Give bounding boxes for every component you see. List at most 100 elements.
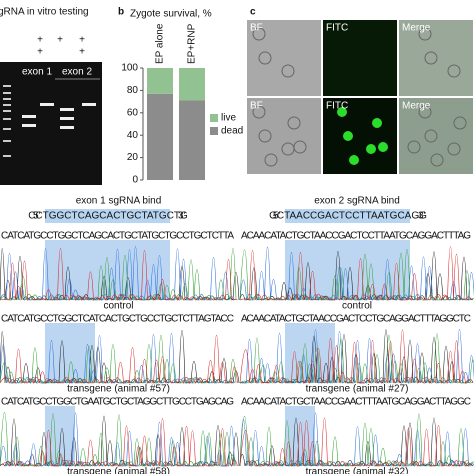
category-label: EP+RNP [187,23,198,64]
cell [281,64,295,78]
cell [418,105,432,119]
bar-segment [179,68,205,101]
trace-seq: CATCATGCCTGGCTCAGCACTGCTATGCTGCCTGCTCTTA [1,231,234,242]
trace [0,412,235,468]
trace [0,246,235,302]
trace [0,330,240,385]
micrograph [323,98,397,174]
trace-label: control [103,301,133,312]
plus-sign: + [57,35,63,46]
trace [0,334,237,385]
trace-label: transgene (animal #58) [67,467,170,474]
gel-band [82,103,96,106]
trace [239,333,474,385]
trace [239,329,472,385]
y-tick-label: 40 [127,130,139,141]
trace [0,412,237,468]
cell [430,153,444,167]
image-label: BF [250,23,263,34]
trace-label: transgene (animal #32) [306,467,409,474]
trace [0,333,235,385]
guide-box [285,209,410,223]
ladder-band [3,118,11,120]
ladder-band [3,85,11,87]
y-tick-label: 100 [121,63,138,74]
ladder-band [3,128,11,130]
cell [258,129,272,143]
panel-a-title: gRNA in vitro testing [0,7,89,18]
cell [366,144,376,154]
bar-segment [147,93,173,180]
trace-seq: CATCATGCCTGGCTGAATGCTGCTAGGCTTGCCTGAGCAG [1,397,234,408]
guide-seq: GCTAACCGACTCCTTAATGCAGG [269,211,427,222]
plus-sign: + [79,47,85,58]
category-label: EP alone [155,23,166,64]
image-label: BF [250,101,263,112]
cell [424,129,438,143]
trace [239,329,474,385]
guide-seq: CCTGGCTCAGCACTGCTATGCTG [28,211,188,222]
legend-swatch [210,127,218,135]
ladder-band [3,110,11,112]
strand-end: 5' [273,211,281,222]
image-label: Merge [402,23,431,34]
trace-label: transgene (animal #57) [67,384,170,395]
strand-end: 3' [178,211,186,222]
cell [258,51,272,65]
gel-band [60,108,74,111]
panel-label: c [250,7,256,18]
ladder-band [3,140,11,142]
highlight [45,240,170,300]
ladder-band [3,104,11,106]
trace-seq: ACAACATACTGCTAACCGACTCCTTAATGCAGGACTTTAG [241,231,471,242]
gel-band [60,126,74,129]
cell [252,27,266,41]
y-tick-label: 20 [127,152,139,163]
lane-label: exon 1 [22,67,52,78]
trace-seq: CATCATGCCTGGCTCATCACTGCTGCCTGCTCTTAGTACC [1,314,234,325]
bar-segment [179,100,205,180]
image-label: FITC [326,101,348,112]
cell [372,118,382,128]
micrograph [323,20,397,96]
trace-seq: ACAACATACTGCTAACCGAACTTTAATGCAGGACTTAGGC [241,397,471,408]
trace [0,334,238,385]
trace [239,246,472,302]
trace [0,248,238,302]
panel-label: b [118,7,124,18]
ladder-band [3,98,11,100]
cell [287,116,301,130]
cell [418,27,432,41]
gel [0,62,102,185]
cell [447,64,461,78]
cell [378,142,388,152]
trace [0,248,237,302]
highlight [45,406,75,466]
bar-segment [147,68,173,94]
cell [337,107,347,117]
ladder-band [3,92,11,94]
legend-swatch [210,114,218,122]
y-tick-label: 0 [132,175,138,186]
cell [407,140,421,154]
gel-band [40,103,54,106]
y-tick-label: 80 [127,85,139,96]
image-label: FITC [326,23,348,34]
seq-title: exon 2 sgRNA bind [314,196,400,207]
cell [447,142,461,156]
plus-sign: + [79,35,85,46]
cell [264,153,278,167]
strand-end: 5' [33,211,41,222]
gel-band [22,124,36,127]
cell [343,131,353,141]
cell [252,105,266,119]
trace [239,329,474,385]
gel-band [22,115,36,118]
plus-sign: + [37,35,43,46]
seq-title: exon 1 sgRNA bind [76,196,162,207]
trace [0,418,238,468]
image-label: Merge [402,101,431,112]
chart-title: Zygote survival, % [130,9,212,20]
y-tick-label: 60 [127,107,139,118]
guide-box [45,209,170,223]
